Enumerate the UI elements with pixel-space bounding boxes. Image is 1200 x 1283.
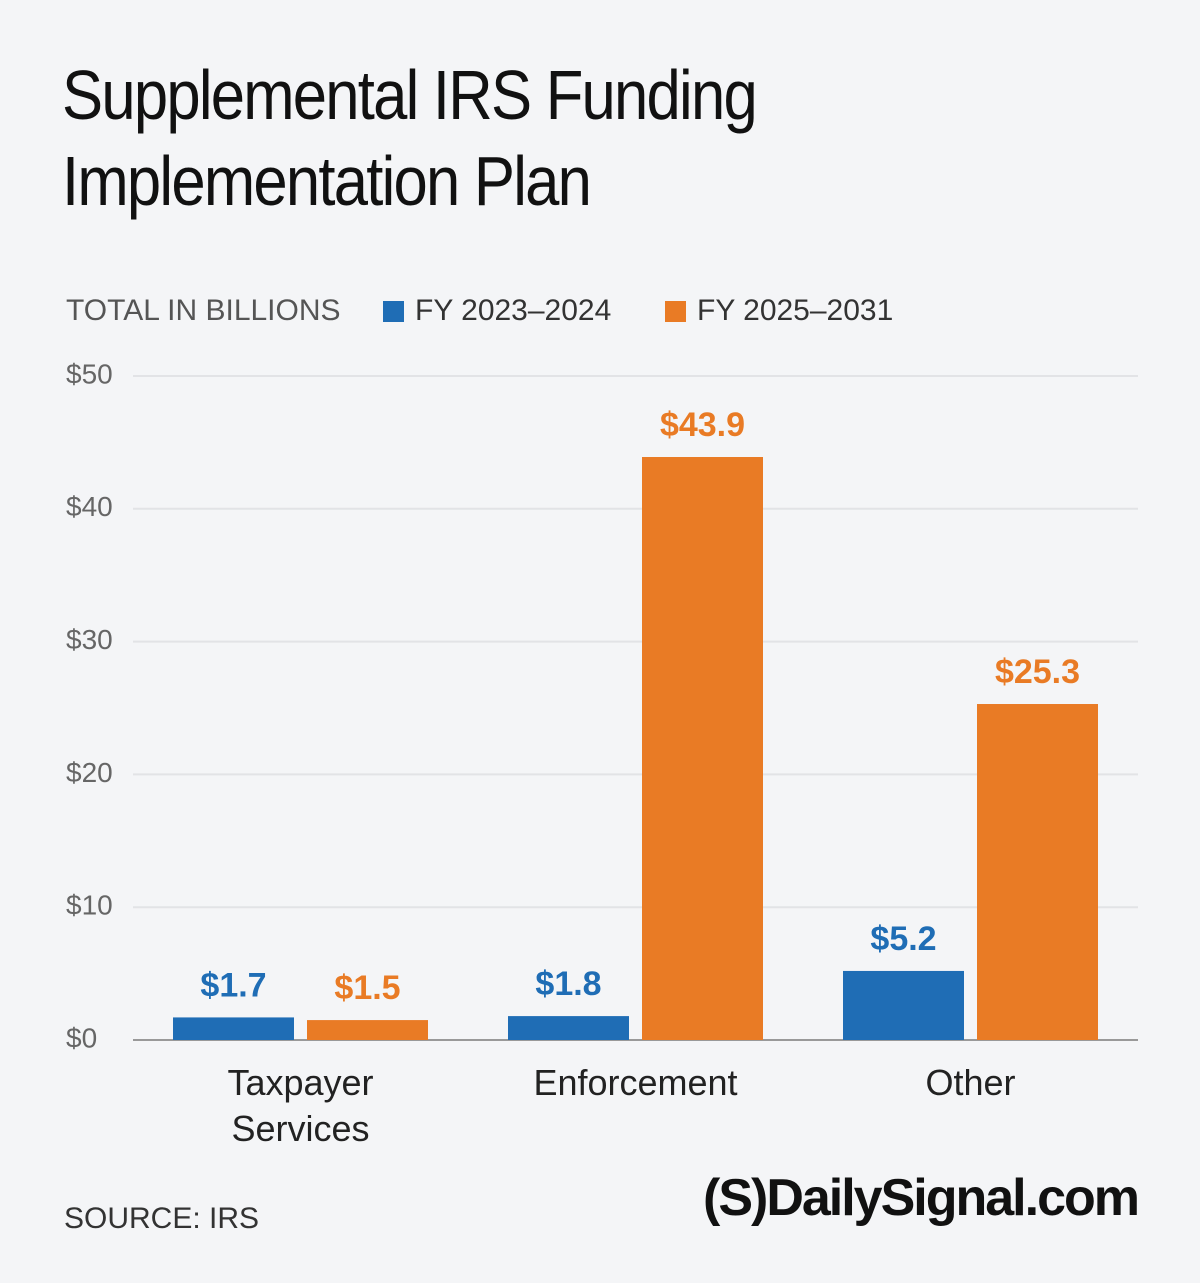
x-tick-label: Taxpayer Services [227, 1062, 374, 1149]
source: SOURCE: IRS [64, 1202, 260, 1235]
value-label: $25.3 [995, 653, 1080, 691]
bar [642, 457, 763, 1040]
bar [307, 1020, 428, 1040]
legend-label: FY 2023–2024 [415, 294, 611, 327]
y-tick-label: $40 [66, 491, 113, 522]
legend-label: FY 2025–2031 [697, 294, 893, 327]
bar [977, 704, 1098, 1040]
legend-swatch [665, 301, 686, 322]
bar [508, 1016, 629, 1040]
bar [173, 1017, 294, 1040]
x-tick-label: Other [925, 1062, 1016, 1103]
legend-swatch [383, 301, 404, 322]
chart-title: Supplemental IRS Funding Implementation … [62, 56, 758, 220]
y-tick-label: $20 [66, 757, 113, 788]
y-tick-label: $0 [66, 1022, 97, 1053]
value-label: $5.2 [870, 920, 936, 958]
y-tick-label: $10 [66, 890, 113, 921]
y-tick-label: $30 [66, 624, 113, 655]
bar [843, 970, 964, 1040]
value-label: $43.9 [660, 406, 745, 444]
x-tick-label: Enforcement [533, 1062, 738, 1103]
value-label: $1.5 [334, 969, 400, 1007]
y-tick-label: $50 [66, 358, 113, 389]
y-axis-label: TOTAL IN BILLIONS [66, 294, 341, 327]
value-label: $1.8 [535, 965, 601, 1003]
value-label: $1.7 [200, 966, 266, 1004]
logo: (S)DailySignal.com [703, 1169, 1140, 1227]
